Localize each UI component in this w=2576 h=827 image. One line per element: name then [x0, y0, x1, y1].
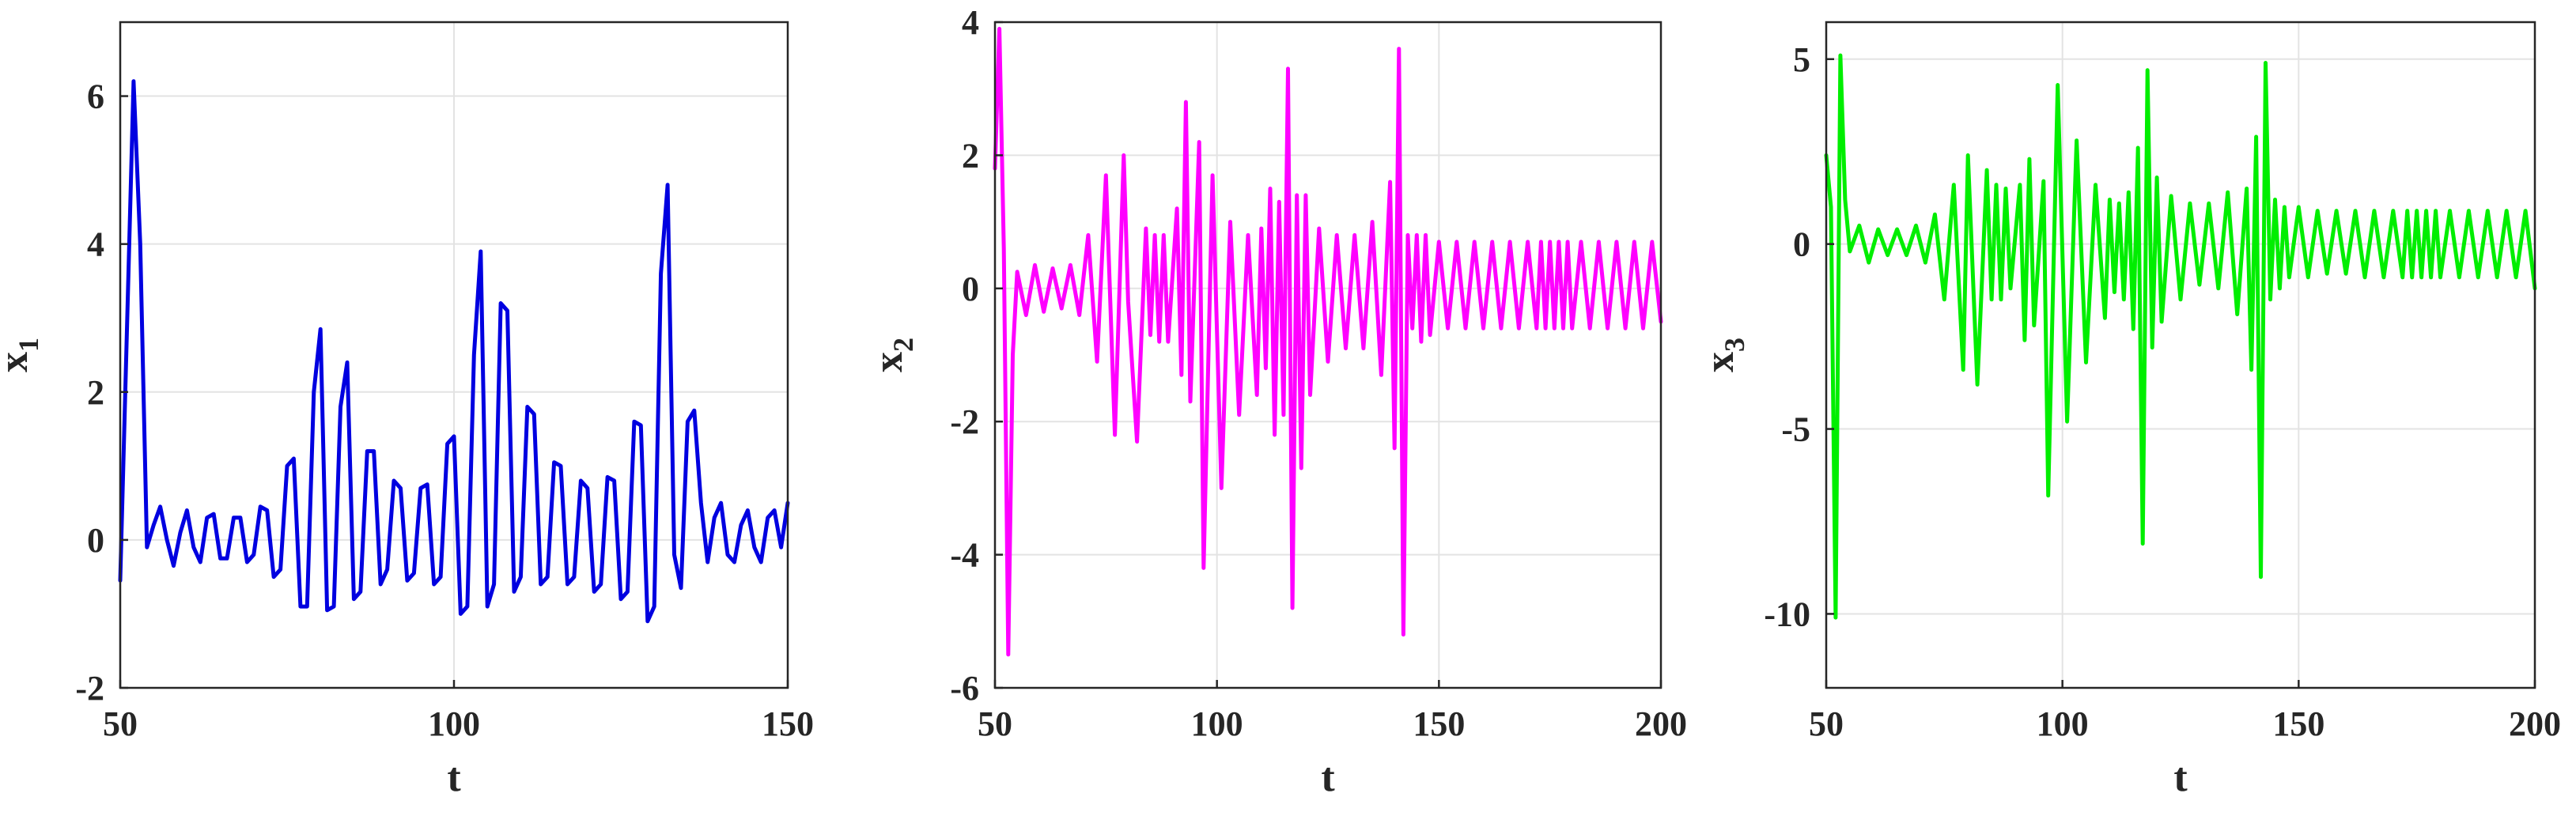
y-tick-label: 2: [87, 373, 104, 412]
y-tick-label: 5: [1793, 40, 1810, 79]
y-axis-label: x2: [866, 338, 919, 372]
y-tick-label: -2: [950, 402, 979, 441]
y-tick-label: 4: [87, 225, 104, 264]
x-tick-label: 200: [2509, 704, 2561, 743]
series-line-x2: [993, 26, 1663, 657]
x-axis-label: t: [1321, 755, 1335, 800]
y-tick-label: -4: [950, 536, 979, 575]
y-tick-label: 4: [962, 3, 979, 42]
x-tick-label: 50: [1809, 704, 1844, 743]
x-tick-label: 100: [2037, 704, 2089, 743]
series-line-x1: [118, 79, 790, 624]
x-tick-label: 200: [1635, 704, 1687, 743]
x-tick-label: 50: [103, 704, 138, 743]
axes-frame: [993, 21, 1662, 689]
y-tick-label: 0: [1793, 225, 1810, 264]
subplot-2: 50 100 150 200 -6 -4 -2 0 2 4 t x2: [866, 3, 1687, 800]
x-tick-label: 150: [2272, 704, 2324, 743]
subplot-1: 50 100 150 -2 0 2 4 6 t x1: [0, 21, 814, 800]
y-tick-label: -5: [1781, 410, 1810, 449]
x-tick-label: 100: [428, 704, 480, 743]
y-axis-label: x1: [0, 338, 44, 372]
series-line-x3: [1824, 53, 2537, 620]
y-tick-label: 2: [962, 136, 979, 175]
y-tick-label: -2: [75, 669, 104, 708]
subplot-3: 50 100 150 200 -10 -5 0 5 t x3: [1697, 21, 2561, 800]
x-tick-label: 150: [1413, 704, 1465, 743]
y-axis-label: x3: [1697, 338, 1750, 372]
y-tick-label: -6: [950, 669, 979, 708]
y-tick-label: -10: [1764, 595, 1810, 633]
y-tick-label: 6: [87, 77, 104, 116]
y-tick-label: 0: [87, 521, 104, 560]
y-tick-label: 0: [962, 270, 979, 308]
x-tick-label: 50: [978, 704, 1012, 743]
x-axis-label: t: [2173, 755, 2188, 800]
x-tick-label: 100: [1191, 704, 1243, 743]
x-axis-label: t: [447, 755, 461, 800]
x-tick-label: 150: [762, 704, 814, 743]
axes-frame: [1825, 21, 2536, 689]
